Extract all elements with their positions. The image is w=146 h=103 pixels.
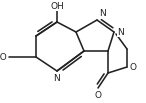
Text: O: O	[94, 91, 101, 100]
Text: OH: OH	[50, 2, 64, 11]
Text: O: O	[130, 63, 137, 71]
Text: HO: HO	[0, 53, 7, 61]
Text: N: N	[54, 74, 60, 83]
Text: N: N	[99, 9, 106, 18]
Text: N: N	[117, 28, 124, 36]
